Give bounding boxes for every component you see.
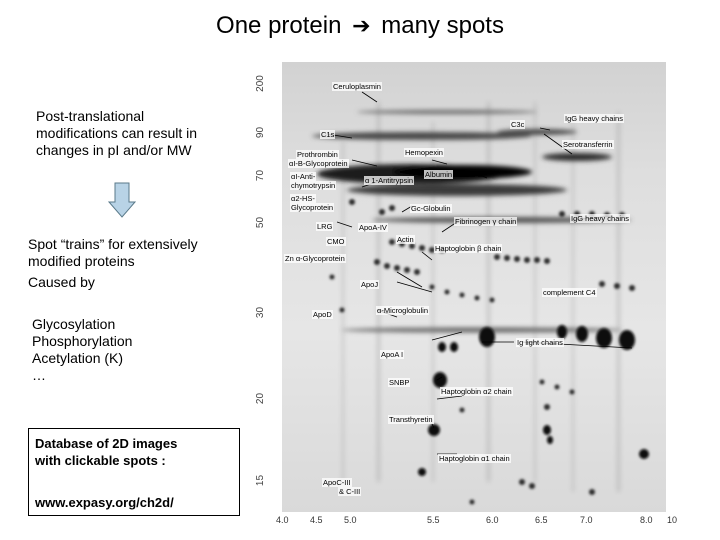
protein-label[interactable]: Ig light chains xyxy=(516,338,564,347)
protein-label[interactable]: ApoA-IV xyxy=(358,223,388,232)
x-axis-label: 8.0 xyxy=(640,515,653,525)
y-axis-label: 30 xyxy=(255,306,267,319)
protein-label[interactable]: CMO xyxy=(326,237,346,246)
database-line: Database of 2D images xyxy=(35,436,178,451)
protein-label[interactable]: complement C4 xyxy=(542,288,597,297)
trains-text: Spot “trains” for extensively modified p… xyxy=(28,236,198,291)
causes-list: Glycosylation Phosphorylation Acetylatio… xyxy=(32,316,132,384)
x-axis-label: 10 xyxy=(667,515,678,525)
x-axis-label: 4.0 xyxy=(276,515,289,525)
protein-label[interactable]: Glycoprotein xyxy=(290,203,335,212)
trains-line: modified proteins xyxy=(28,253,135,269)
protein-label[interactable]: ApoA I xyxy=(380,350,405,359)
x-axis-label: 4.5 xyxy=(310,515,323,525)
protein-label[interactable]: ApoD xyxy=(312,310,333,319)
database-box: Database of 2D images with clickable spo… xyxy=(28,428,240,516)
right-arrow-icon: ➔ xyxy=(352,13,371,38)
protein-label[interactable]: Haptoglobin α1 chain xyxy=(438,454,511,463)
protein-label[interactable]: Ceruloplasmin xyxy=(332,82,382,91)
cause-item: Glycosylation xyxy=(32,316,116,332)
protein-label[interactable]: C3c xyxy=(510,120,526,129)
down-arrow-icon xyxy=(108,182,136,218)
protein-label[interactable]: IgG heavy chains xyxy=(564,114,624,123)
protein-label[interactable]: α2-HS- xyxy=(290,194,316,203)
protein-label[interactable]: chymotrypsin xyxy=(290,181,337,190)
database-url-link[interactable]: www.expasy.org/ch2d/ xyxy=(35,495,174,510)
protein-label[interactable]: Haptoglobin α2 chain xyxy=(440,387,513,396)
ptm-line: Post-translational xyxy=(36,108,145,124)
cause-item: Acetylation (K) xyxy=(32,350,124,366)
protein-label[interactable]: ApoJ xyxy=(360,280,380,289)
y-axis-label: 90 xyxy=(255,126,267,139)
protein-label[interactable]: Zn α-Glycoprotein xyxy=(284,254,346,263)
cause-item: Phosphorylation xyxy=(32,333,133,349)
protein-label[interactable]: Gc-Globulin xyxy=(410,204,452,213)
database-line: with clickable spots : xyxy=(35,453,166,468)
y-axis-label: 50 xyxy=(255,216,267,229)
protein-label[interactable]: Haptoglobin β chain xyxy=(434,244,503,253)
ptm-text: Post-translational modifications can res… xyxy=(36,108,197,159)
x-axis-label: 6.0 xyxy=(486,515,499,525)
ptm-line: changes in pI and/or MW xyxy=(36,142,192,158)
trains-line: Caused by xyxy=(28,274,95,290)
protein-label[interactable]: α-Microglobulin xyxy=(376,306,430,315)
protein-label[interactable]: Serotransferrin xyxy=(562,140,614,149)
protein-label[interactable]: & C-III xyxy=(338,487,362,496)
slide-title: One protein ➔ many spots xyxy=(0,12,720,40)
protein-label[interactable]: SNBP xyxy=(388,378,411,387)
protein-label[interactable]: Actin xyxy=(396,235,415,244)
x-axis-label: 5.5 xyxy=(427,515,440,525)
2d-gel-image: Ceruloplasmin C3c IgG heavy chains C1s P… xyxy=(282,62,666,512)
trains-line: Spot “trains” for extensively xyxy=(28,236,198,252)
y-axis-label: 20 xyxy=(255,392,267,405)
y-axis-label: 200 xyxy=(254,75,266,92)
protein-label[interactable]: Fibrinogen γ chain xyxy=(454,217,518,226)
ptm-line: modifications can result in xyxy=(36,125,198,141)
protein-label[interactable]: LRG xyxy=(316,222,334,231)
cause-item: … xyxy=(32,367,46,383)
protein-label[interactable]: αI-B-Glycoprotein xyxy=(288,159,349,168)
x-axis-label: 5.0 xyxy=(344,515,357,525)
protein-label[interactable]: IgG heavy chains xyxy=(570,214,630,223)
protein-label[interactable]: ApoC-III xyxy=(322,478,352,487)
protein-label[interactable]: Albumin xyxy=(424,170,454,179)
x-axis-label: 7.0 xyxy=(580,515,593,525)
y-axis-label: 70 xyxy=(255,169,267,182)
protein-label[interactable]: αI-Anti- xyxy=(290,172,317,181)
protein-label[interactable]: Hemopexin xyxy=(404,148,444,157)
protein-label[interactable]: α 1-Antitrypsin xyxy=(364,176,415,185)
protein-label[interactable]: Transthyretin xyxy=(388,415,434,424)
gel-spots xyxy=(312,91,649,505)
title-left: One protein xyxy=(216,12,342,39)
y-axis-label: 15 xyxy=(255,474,267,487)
protein-label[interactable]: C1s xyxy=(320,130,336,139)
protein-label[interactable]: Prothrombin xyxy=(296,150,339,159)
title-right: many spots xyxy=(381,12,504,39)
x-axis-label: 6.5 xyxy=(535,515,548,525)
